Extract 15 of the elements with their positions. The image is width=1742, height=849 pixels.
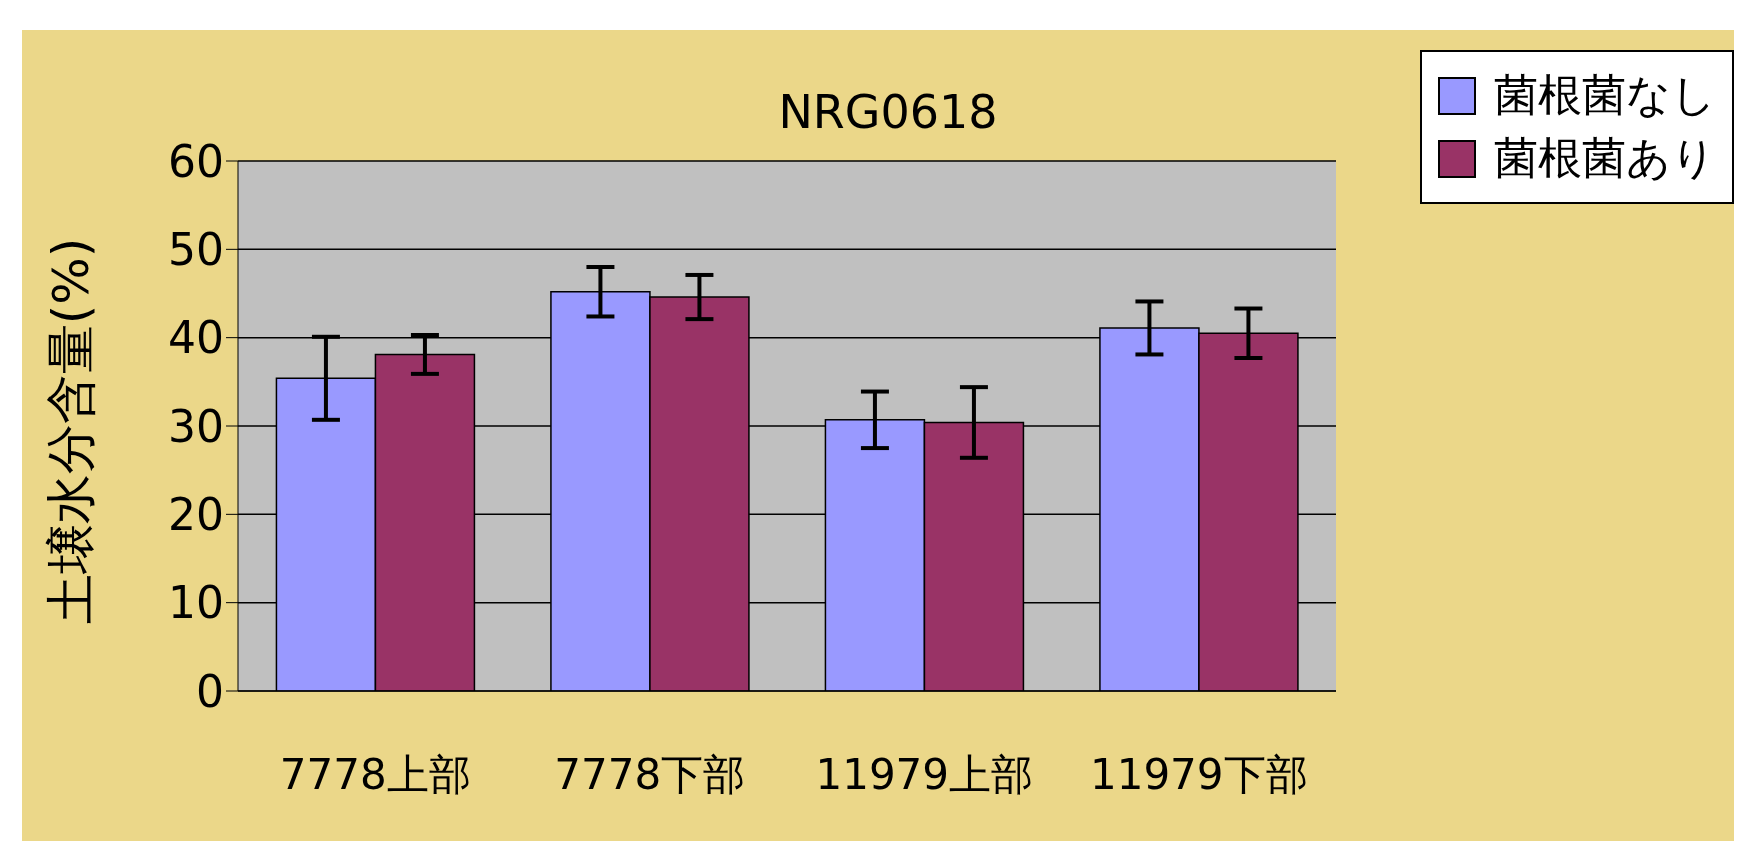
chart-title: NRG0618 [778, 85, 998, 139]
y-tick-label: 60 [168, 135, 224, 187]
y-tick-label: 20 [168, 488, 224, 540]
legend-label: 菌根菌あり [1494, 131, 1716, 185]
x-tick-label: 11979上部 [815, 749, 1034, 799]
x-tick-label: 7778上部 [279, 749, 471, 799]
y-tick-label: 10 [168, 577, 224, 629]
y-tick-label: 30 [168, 400, 224, 452]
legend-label: 菌根菌なし [1494, 68, 1716, 122]
x-tick-label: 11979下部 [1089, 749, 1308, 799]
y-tick-label: 0 [196, 665, 224, 717]
y-tick-label: 40 [168, 312, 224, 364]
y-tick-label: 50 [168, 223, 224, 275]
x-tick-label: 7778下部 [554, 749, 746, 799]
y-axis-title: 土壌水分含量(%) [42, 237, 100, 625]
